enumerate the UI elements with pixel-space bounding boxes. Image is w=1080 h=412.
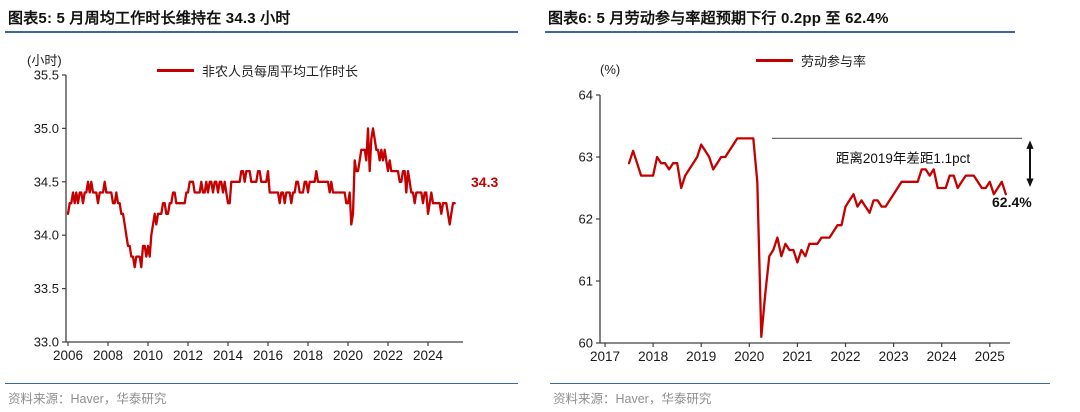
figure6-panel: 图表6: 5 月劳动参与率超预期下行 0.2pp 至 62.4% (%) 劳动参… [540,0,1080,412]
x-tick-label: 2012 [173,348,203,363]
x-tick-label: 2018 [293,348,323,363]
x-tick-label: 2022 [373,348,403,363]
figure5-unit-label: (小时) [27,53,62,68]
y-tick-label: 35.5 [34,68,59,83]
x-tick-label: 2020 [734,349,764,364]
y-tick-label: 35.0 [34,121,59,136]
x-tick-label: 2019 [686,349,716,364]
y-tick-label: 33.5 [34,281,59,296]
figure6-source: 资料来源：Haver，华泰研究 [553,392,712,406]
y-tick-label: 34.5 [34,174,59,189]
y-tick-label: 61 [579,274,593,289]
x-tick-label: 2006 [53,348,83,363]
figure5-panel: 图表5: 5 月周均工作时长维持在 34.3 小时 (小时) 非农人员每周平均工… [5,10,518,406]
x-tick-label: 2010 [133,348,163,363]
figure5-title-rule [5,31,518,33]
figure6-legend-label: 劳动参与率 [801,54,867,69]
red-line-swatch-icon [157,69,194,72]
x-tick-label: 2018 [638,349,668,364]
x-tick-label: 2017 [590,349,620,364]
figure5-source: 资料来源：Haver，华泰研究 [8,392,167,406]
x-tick-label: 2022 [830,349,860,364]
gap-arrow-up-head [1026,140,1034,149]
figure5-source-rule [5,383,518,384]
x-tick-label: 2023 [879,349,909,364]
figure6-legend: 劳动参与率 [756,51,866,70]
x-tick-label: 2024 [927,349,958,364]
figure6-latest-value: 62.4% [992,194,1032,210]
x-tick-label: 2008 [93,348,123,363]
x-tick-label: 2020 [333,348,363,363]
x-tick-label: 2025 [975,349,1005,364]
gap-arrow-down-head [1026,178,1034,187]
figure6-title: 图表6: 5 月劳动参与率超预期下行 0.2pp 至 62.4% [548,10,889,27]
figure6-title-rule [545,31,1015,33]
y-tick-label: 63 [579,150,593,165]
figure6-gap-annotation: 距离2019年差距1.1pct [835,151,971,166]
series-line [66,127,456,269]
figure5-title: 图表5: 5 月周均工作时长维持在 34.3 小时 [8,10,291,27]
figure5-legend-label: 非农人员每周平均工作时长 [202,64,359,79]
red-line-swatch-icon [756,59,793,62]
x-tick-label: 2014 [213,348,244,363]
y-tick-label: 64 [579,88,593,103]
figure6-source-rule [550,383,1050,384]
x-tick-label: 2024 [413,348,444,363]
x-tick-label: 2016 [253,348,283,363]
y-tick-label: 62 [579,212,593,227]
figure6-unit-label: (%) [600,62,621,77]
x-tick-label: 2021 [782,349,812,364]
figure5-legend: 非农人员每周平均工作时长 [157,61,358,80]
y-tick-label: 60 [579,336,593,351]
y-tick-label: 34.0 [34,228,59,243]
figure5-latest-value: 34.3 [471,174,499,190]
y-tick-label: 33.0 [34,335,59,350]
series-line [627,137,1007,338]
